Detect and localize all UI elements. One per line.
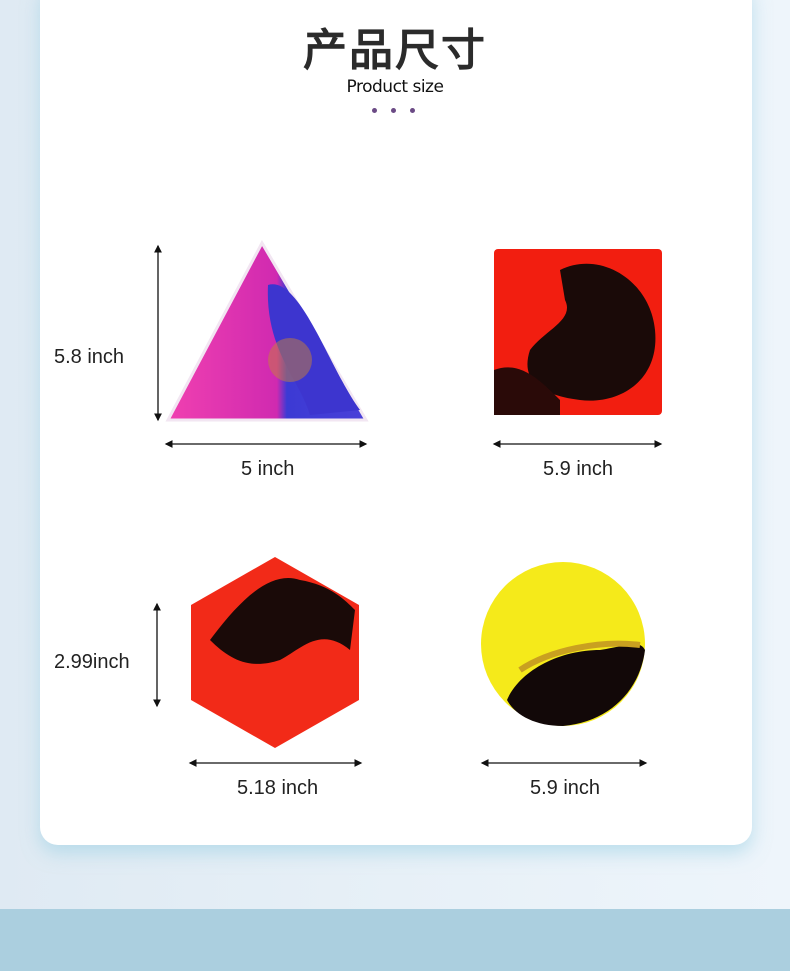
dot bbox=[410, 108, 415, 113]
decorative-dots bbox=[372, 108, 415, 113]
circle-width-label: 5.9 inch bbox=[530, 777, 601, 799]
bottom-band bbox=[0, 909, 790, 971]
square-product bbox=[494, 249, 662, 415]
triangle-width-label: 5 inch bbox=[241, 458, 295, 480]
triangle-product bbox=[165, 239, 369, 422]
triangle-height-label: 5.8 inch bbox=[54, 346, 125, 368]
hexagon-product bbox=[191, 557, 359, 748]
dot bbox=[391, 108, 396, 113]
page-subtitle: Product size bbox=[346, 77, 444, 97]
hexagon-height-label: 2.99inch bbox=[54, 651, 130, 673]
hexagon-width-label: 5.18 inch bbox=[237, 777, 319, 799]
page-title: 产品尺寸 bbox=[303, 25, 487, 76]
square-width-label: 5.9 inch bbox=[543, 458, 614, 480]
dot bbox=[372, 108, 377, 113]
circle-product bbox=[481, 562, 645, 726]
